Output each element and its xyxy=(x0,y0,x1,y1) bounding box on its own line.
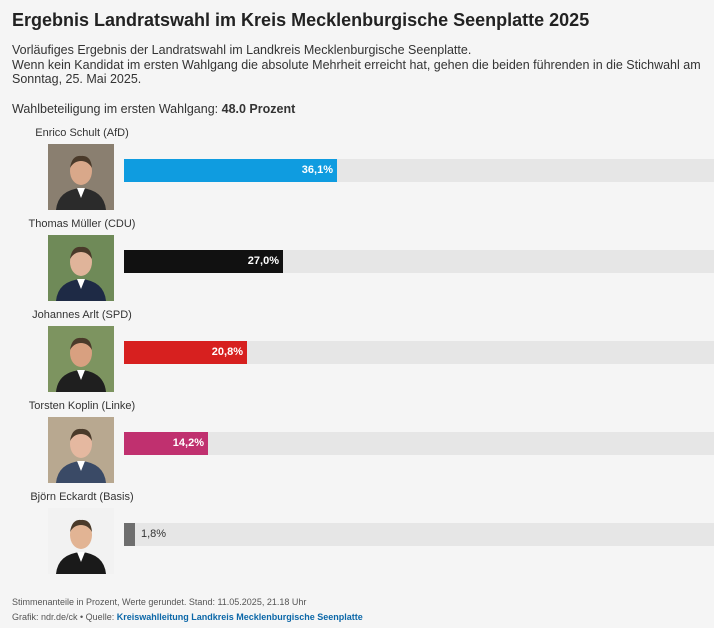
candidate-photo-schult xyxy=(48,144,114,210)
bar-value-label: 36,1% xyxy=(301,164,333,176)
bar-value-label: 27,0% xyxy=(247,255,279,267)
turnout-label: Wahlbeteiligung im ersten Wahlgang: xyxy=(12,102,219,116)
turnout-value: 48.0 Prozent xyxy=(221,102,296,116)
candidate-name: Thomas Müller (CDU) xyxy=(28,218,136,230)
candidate-name: Torsten Koplin (Linke) xyxy=(28,400,136,412)
description-line-2: Wenn kein Kandidat im ersten Wahlgang di… xyxy=(12,57,701,72)
chart-title: Ergebnis Landratswahl im Kreis Mecklenbu… xyxy=(12,10,590,30)
candidate-photo-eckardt xyxy=(48,508,114,574)
bar-chart: Enrico Schult (AfD) 36,1% Thomas Müller (C… xyxy=(0,124,714,584)
footer-credit: Grafik: ndr.de/ck • Quelle: Kreiswahllei… xyxy=(12,612,363,622)
footer-note: Stimmenanteile in Prozent, Werte gerunde… xyxy=(12,597,307,607)
bar xyxy=(124,432,208,455)
candidate-name: Enrico Schult (AfD) xyxy=(35,127,129,139)
bar-track: 27,0% xyxy=(124,250,714,273)
bar xyxy=(124,159,337,182)
candidate-name: Björn Eckardt (Basis) xyxy=(30,491,134,503)
bar xyxy=(124,523,135,546)
bar-track: 1,8% xyxy=(124,523,714,546)
bar-track: 36,1% xyxy=(124,159,714,182)
bar-value-label: 1,8% xyxy=(141,528,167,540)
source-link[interactable]: Kreiswahlleitung Landkreis Mecklenburgis… xyxy=(116,612,363,622)
candidate-photo-mueller xyxy=(48,235,114,301)
bar-value-label: 14,2% xyxy=(172,437,204,449)
description-line-1: Vorläufiges Ergebnis der Landratswahl im… xyxy=(12,43,472,57)
bar-track: 20,8% xyxy=(124,341,714,364)
candidate-name: Johannes Arlt (SPD) xyxy=(32,309,132,321)
bar xyxy=(124,250,283,273)
footer-credit-label: Grafik: ndr.de/ck • Quelle: xyxy=(12,612,115,622)
chart-description: Vorläufiges Ergebnis der Landratswahl im… xyxy=(12,43,707,87)
bar-track: 14,2% xyxy=(124,432,714,455)
candidate-photo-arlt xyxy=(48,326,114,392)
description-line-3: Sonntag, 25. Mai 2025. xyxy=(12,72,142,86)
bar xyxy=(124,341,247,364)
bar-value-label: 20,8% xyxy=(211,346,243,358)
candidate-photo-koplin xyxy=(48,417,114,483)
turnout-text: Wahlbeteiligung im ersten Wahlgang: 48.0… xyxy=(12,102,295,116)
